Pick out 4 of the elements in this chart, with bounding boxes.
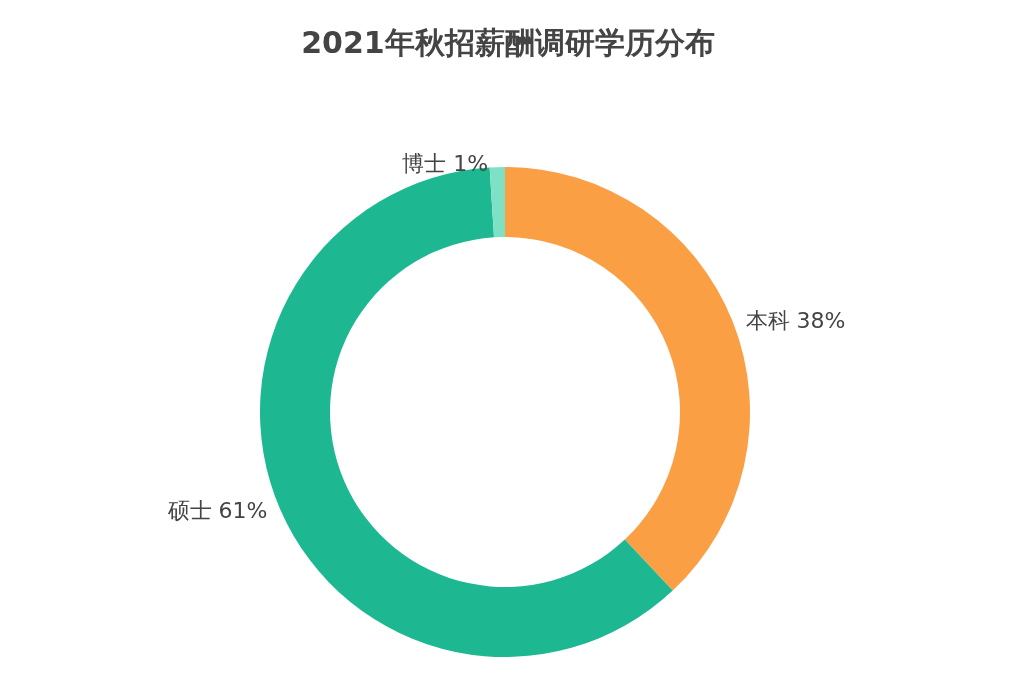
slice-label: 本科 38% — [745, 307, 846, 333]
slice-label: 博士 1% — [402, 150, 489, 176]
chart-title: 2021年秋招薪酬调研学历分布 — [301, 24, 715, 60]
slice-label: 硕士 61% — [166, 498, 268, 524]
